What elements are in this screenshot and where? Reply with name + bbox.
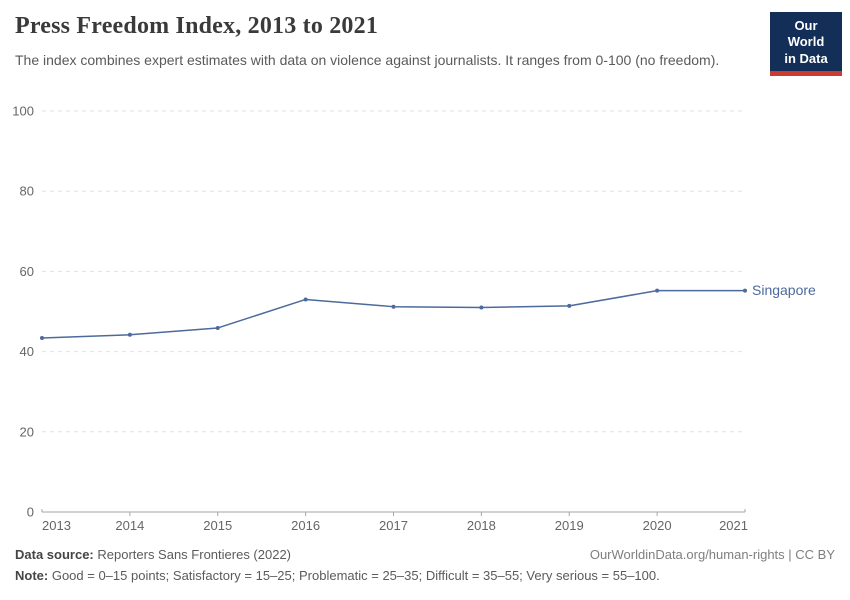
series-label-singapore[interactable]: Singapore	[752, 282, 816, 298]
data-point[interactable]	[215, 325, 220, 330]
x-axis-tick-label: 2015	[203, 518, 232, 533]
data-point[interactable]	[303, 297, 308, 302]
chart-note: Note: Good = 0–15 points; Satisfactory =…	[15, 568, 835, 583]
data-point[interactable]	[479, 305, 484, 310]
data-source-text: Data source: Reporters Sans Frontieres (…	[15, 547, 291, 562]
owid-logo[interactable]: Our World in Data	[770, 12, 842, 76]
note-value: Good = 0–15 points; Satisfactory = 15–25…	[48, 568, 660, 583]
x-axis-tick-label: 2014	[115, 518, 144, 533]
data-source-value: Reporters Sans Frontieres (2022)	[93, 547, 292, 562]
trend-line[interactable]	[41, 289, 745, 339]
x-axis-tick-label: 2016	[291, 518, 320, 533]
x-axis-tick-label: 2020	[643, 518, 672, 533]
data-point[interactable]	[127, 332, 132, 337]
data-point[interactable]	[40, 335, 44, 340]
owid-logo-line2: in Data	[784, 50, 828, 66]
y-axis-tick-label: 60	[20, 264, 34, 279]
owid-logo-line1: Our World	[787, 18, 825, 50]
y-axis-tick-label: 100	[12, 104, 34, 119]
y-axis-tick-label: 80	[20, 184, 34, 199]
data-source-label: Data source:	[15, 547, 94, 562]
y-axis-tick-label: 0	[27, 505, 34, 520]
x-axis-tick-label: 2013	[42, 518, 71, 533]
y-axis-tick-label: 40	[20, 344, 34, 359]
chart-subtitle: The index combines expert estimates with…	[15, 52, 720, 68]
y-axis-tick-label: 20	[20, 424, 34, 439]
note-label: Note:	[15, 568, 49, 583]
data-point[interactable]	[391, 304, 396, 309]
data-point[interactable]	[743, 288, 747, 293]
data-point[interactable]	[655, 288, 660, 293]
data-point[interactable]	[567, 303, 572, 308]
owid-url-link[interactable]: OurWorldinData.org/human-rights | CC BY	[589, 547, 835, 562]
x-axis-tick-label: 2018	[467, 518, 496, 533]
page-title: Press Freedom Index, 2013 to 2021	[15, 13, 379, 39]
x-axis-tick-label: 2017	[379, 518, 408, 533]
x-axis-tick-label: 2019	[555, 518, 584, 533]
x-axis-tick-label: 2021	[719, 518, 748, 533]
chart-footer: Data source: Reporters Sans Frontieres (…	[15, 547, 835, 562]
